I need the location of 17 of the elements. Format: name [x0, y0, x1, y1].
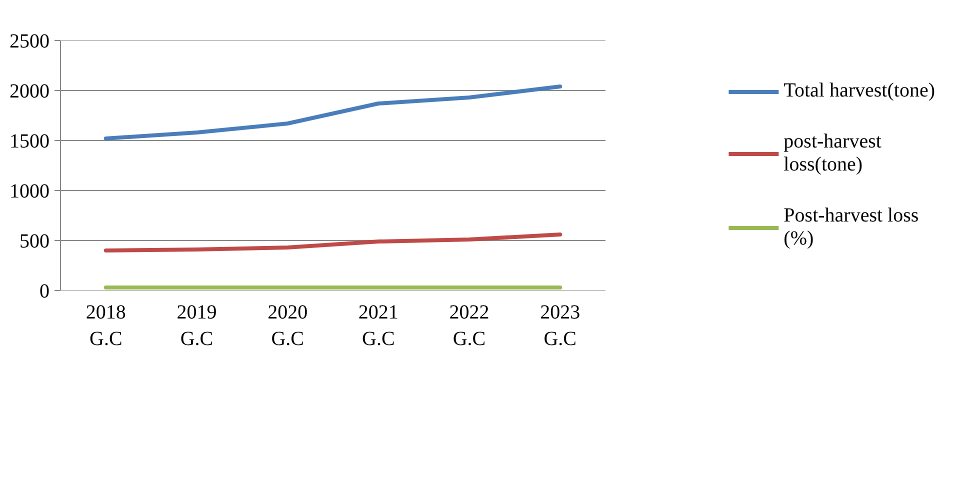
legend-label: Post-harvest loss (%)	[784, 204, 919, 250]
y-tick-label: 1000	[10, 180, 50, 202]
y-tick-label: 1500	[10, 130, 50, 152]
line-series	[104, 84, 562, 140]
y-tick-label: 2500	[10, 30, 50, 52]
y-tick-label: 2000	[10, 80, 50, 102]
y-tick-label: 500	[20, 230, 50, 252]
x-tick-label: 2023 G.C	[540, 302, 580, 350]
legend-label: Total harvest(tone)	[784, 80, 935, 102]
x-tick-label: 2022 G.C	[449, 302, 490, 350]
x-tick-label: 2018 G.C	[86, 302, 126, 350]
legend-label: post-harvest loss(tone)	[784, 130, 882, 176]
x-tick-label: 2019 G.C	[176, 302, 217, 350]
y-tick-label: 0	[40, 280, 50, 302]
line-series	[104, 232, 562, 252]
x-tick-label: 2020 G.C	[268, 302, 308, 350]
x-tick-label: 2021 G.C	[358, 302, 398, 350]
